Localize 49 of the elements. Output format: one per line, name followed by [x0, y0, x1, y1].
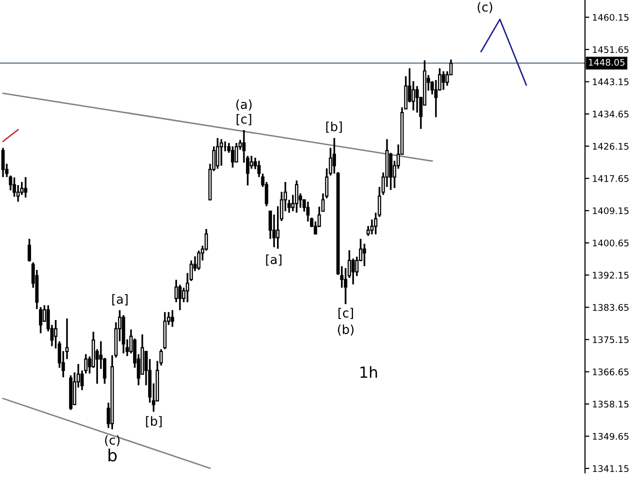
- annotation: (b): [338, 324, 354, 336]
- y-tick-label: 1426.15: [592, 142, 628, 150]
- annotation: [c]: [236, 114, 252, 126]
- y-tick-label: 1349.65: [592, 432, 628, 440]
- annotation: (c): [105, 435, 120, 446]
- y-tick-label: 1409.15: [592, 207, 628, 214]
- ref-line-label: 1448.05: [588, 58, 624, 66]
- candlestick: [12, 176, 16, 198]
- y-tick-label: 1460.15: [592, 14, 628, 21]
- y-tick-label: 1366.65: [592, 368, 628, 376]
- candlestick: [24, 176, 28, 198]
- annotation: [a]: [266, 254, 282, 266]
- candlestick: [415, 85, 419, 114]
- annotation: [b]: [326, 122, 342, 133]
- annotation: [c]: [338, 308, 353, 320]
- annotation: 1h: [360, 366, 377, 378]
- y-tick-label: 1392.15: [592, 272, 628, 279]
- candlestick: [28, 238, 32, 262]
- y-tick-label: 1451.65: [592, 46, 628, 54]
- candlestick: [272, 214, 276, 248]
- annotation: (c): [478, 2, 492, 14]
- candlestick: [197, 250, 200, 271]
- candlestick: [170, 309, 174, 328]
- candlestick: [442, 70, 446, 91]
- candlestick: [362, 242, 366, 267]
- annotation: [b]: [146, 416, 162, 428]
- y-tick-label: 1400.65: [592, 240, 628, 246]
- candlestick: [412, 80, 416, 112]
- annotation: b: [108, 448, 117, 462]
- y-tick-label: 1341.15: [592, 465, 628, 472]
- y-tick-label: 1358.15: [592, 400, 628, 408]
- candlestick: [216, 137, 220, 170]
- candlestick: [159, 348, 163, 366]
- candlestick: [351, 258, 355, 286]
- candlestick: [389, 152, 392, 191]
- annotation: (a): [236, 99, 252, 111]
- y-tick-label: 1417.65: [592, 175, 628, 182]
- candlestick: [178, 284, 182, 311]
- candlestick: [294, 180, 298, 214]
- candlestick: [1, 147, 5, 178]
- y-tick-label: 1375.15: [592, 336, 628, 344]
- y-tick-label: 1443.15: [592, 78, 628, 86]
- candlestick: [230, 146, 234, 168]
- candlestick: [174, 278, 178, 304]
- candlestick: [220, 138, 224, 167]
- annotation: [a]: [112, 294, 128, 306]
- y-tick-label: 1383.65: [592, 304, 628, 311]
- y-tick-label: 1434.65: [592, 110, 628, 118]
- candlestick: [38, 306, 42, 334]
